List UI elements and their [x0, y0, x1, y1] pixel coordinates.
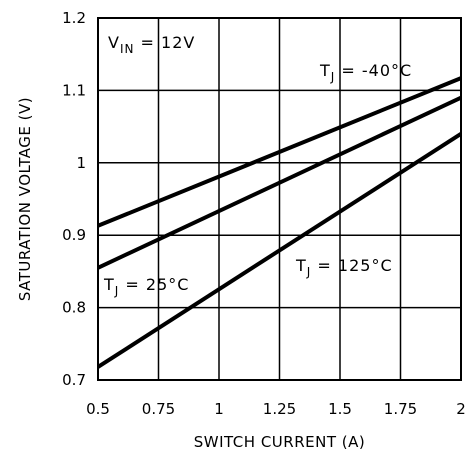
- y-tick-label: 1.2: [62, 9, 86, 27]
- annotation-tj-neg40-main: T: [319, 61, 331, 80]
- annotation-tj-125-main: T: [295, 256, 307, 275]
- y-tick-label: 0.9: [62, 226, 86, 244]
- series-line-0: [97, 76, 462, 228]
- y-tick-labels: 0.7 0.8 0.9 1 1.1 1.2: [62, 9, 86, 389]
- grid-layer: [98, 18, 461, 380]
- annotation-tj-25-rest: = 25°C: [119, 275, 189, 294]
- series-layer: [96, 76, 463, 369]
- plot-frame: [97, 17, 462, 381]
- x-tick-label: 2: [456, 400, 466, 418]
- annotation-tj-125: TJ = 125°C: [295, 256, 393, 279]
- annotation-tj-125-sub: J: [306, 265, 312, 279]
- annotation-vin-sub: IN: [120, 42, 135, 56]
- x-axis-title: SWITCH CURRENT (A): [194, 433, 365, 451]
- annotation-vin: VIN = 12V: [108, 33, 195, 56]
- x-tick-label: 1.5: [328, 400, 352, 418]
- annotation-tj-125-rest: = 125°C: [311, 256, 392, 275]
- series-line-2: [96, 132, 463, 369]
- annotation-tj-25-main: T: [103, 275, 115, 294]
- x-tick-labels: 0.5 0.75 1 1.25 1.5 1.75 2: [86, 400, 466, 418]
- annotation-tj-25-sub: J: [114, 284, 120, 298]
- annotation-tj-25: TJ = 25°C: [103, 275, 189, 298]
- y-axis-title: SATURATION VOLTAGE (V): [16, 97, 34, 301]
- annotation-tj-neg40: TJ = -40°C: [319, 61, 412, 84]
- x-tick-label: 1: [214, 400, 224, 418]
- annotation-vin-rest: = 12V: [134, 33, 195, 52]
- x-tick-label: 1.75: [384, 400, 417, 418]
- annotation-tj-neg40-rest: = -40°C: [335, 61, 412, 80]
- y-tick-label: 0.7: [62, 371, 86, 389]
- annotation-vin-main: V: [108, 33, 120, 52]
- y-tick-label: 0.8: [62, 299, 86, 317]
- y-tick-label: 1: [76, 154, 86, 172]
- x-tick-label: 0.5: [86, 400, 110, 418]
- annotation-tj-neg40-sub: J: [330, 70, 336, 84]
- x-tick-label: 1.25: [263, 400, 296, 418]
- y-tick-label: 1.1: [62, 81, 86, 99]
- series-line-1: [97, 95, 462, 270]
- x-tick-label: 0.75: [142, 400, 175, 418]
